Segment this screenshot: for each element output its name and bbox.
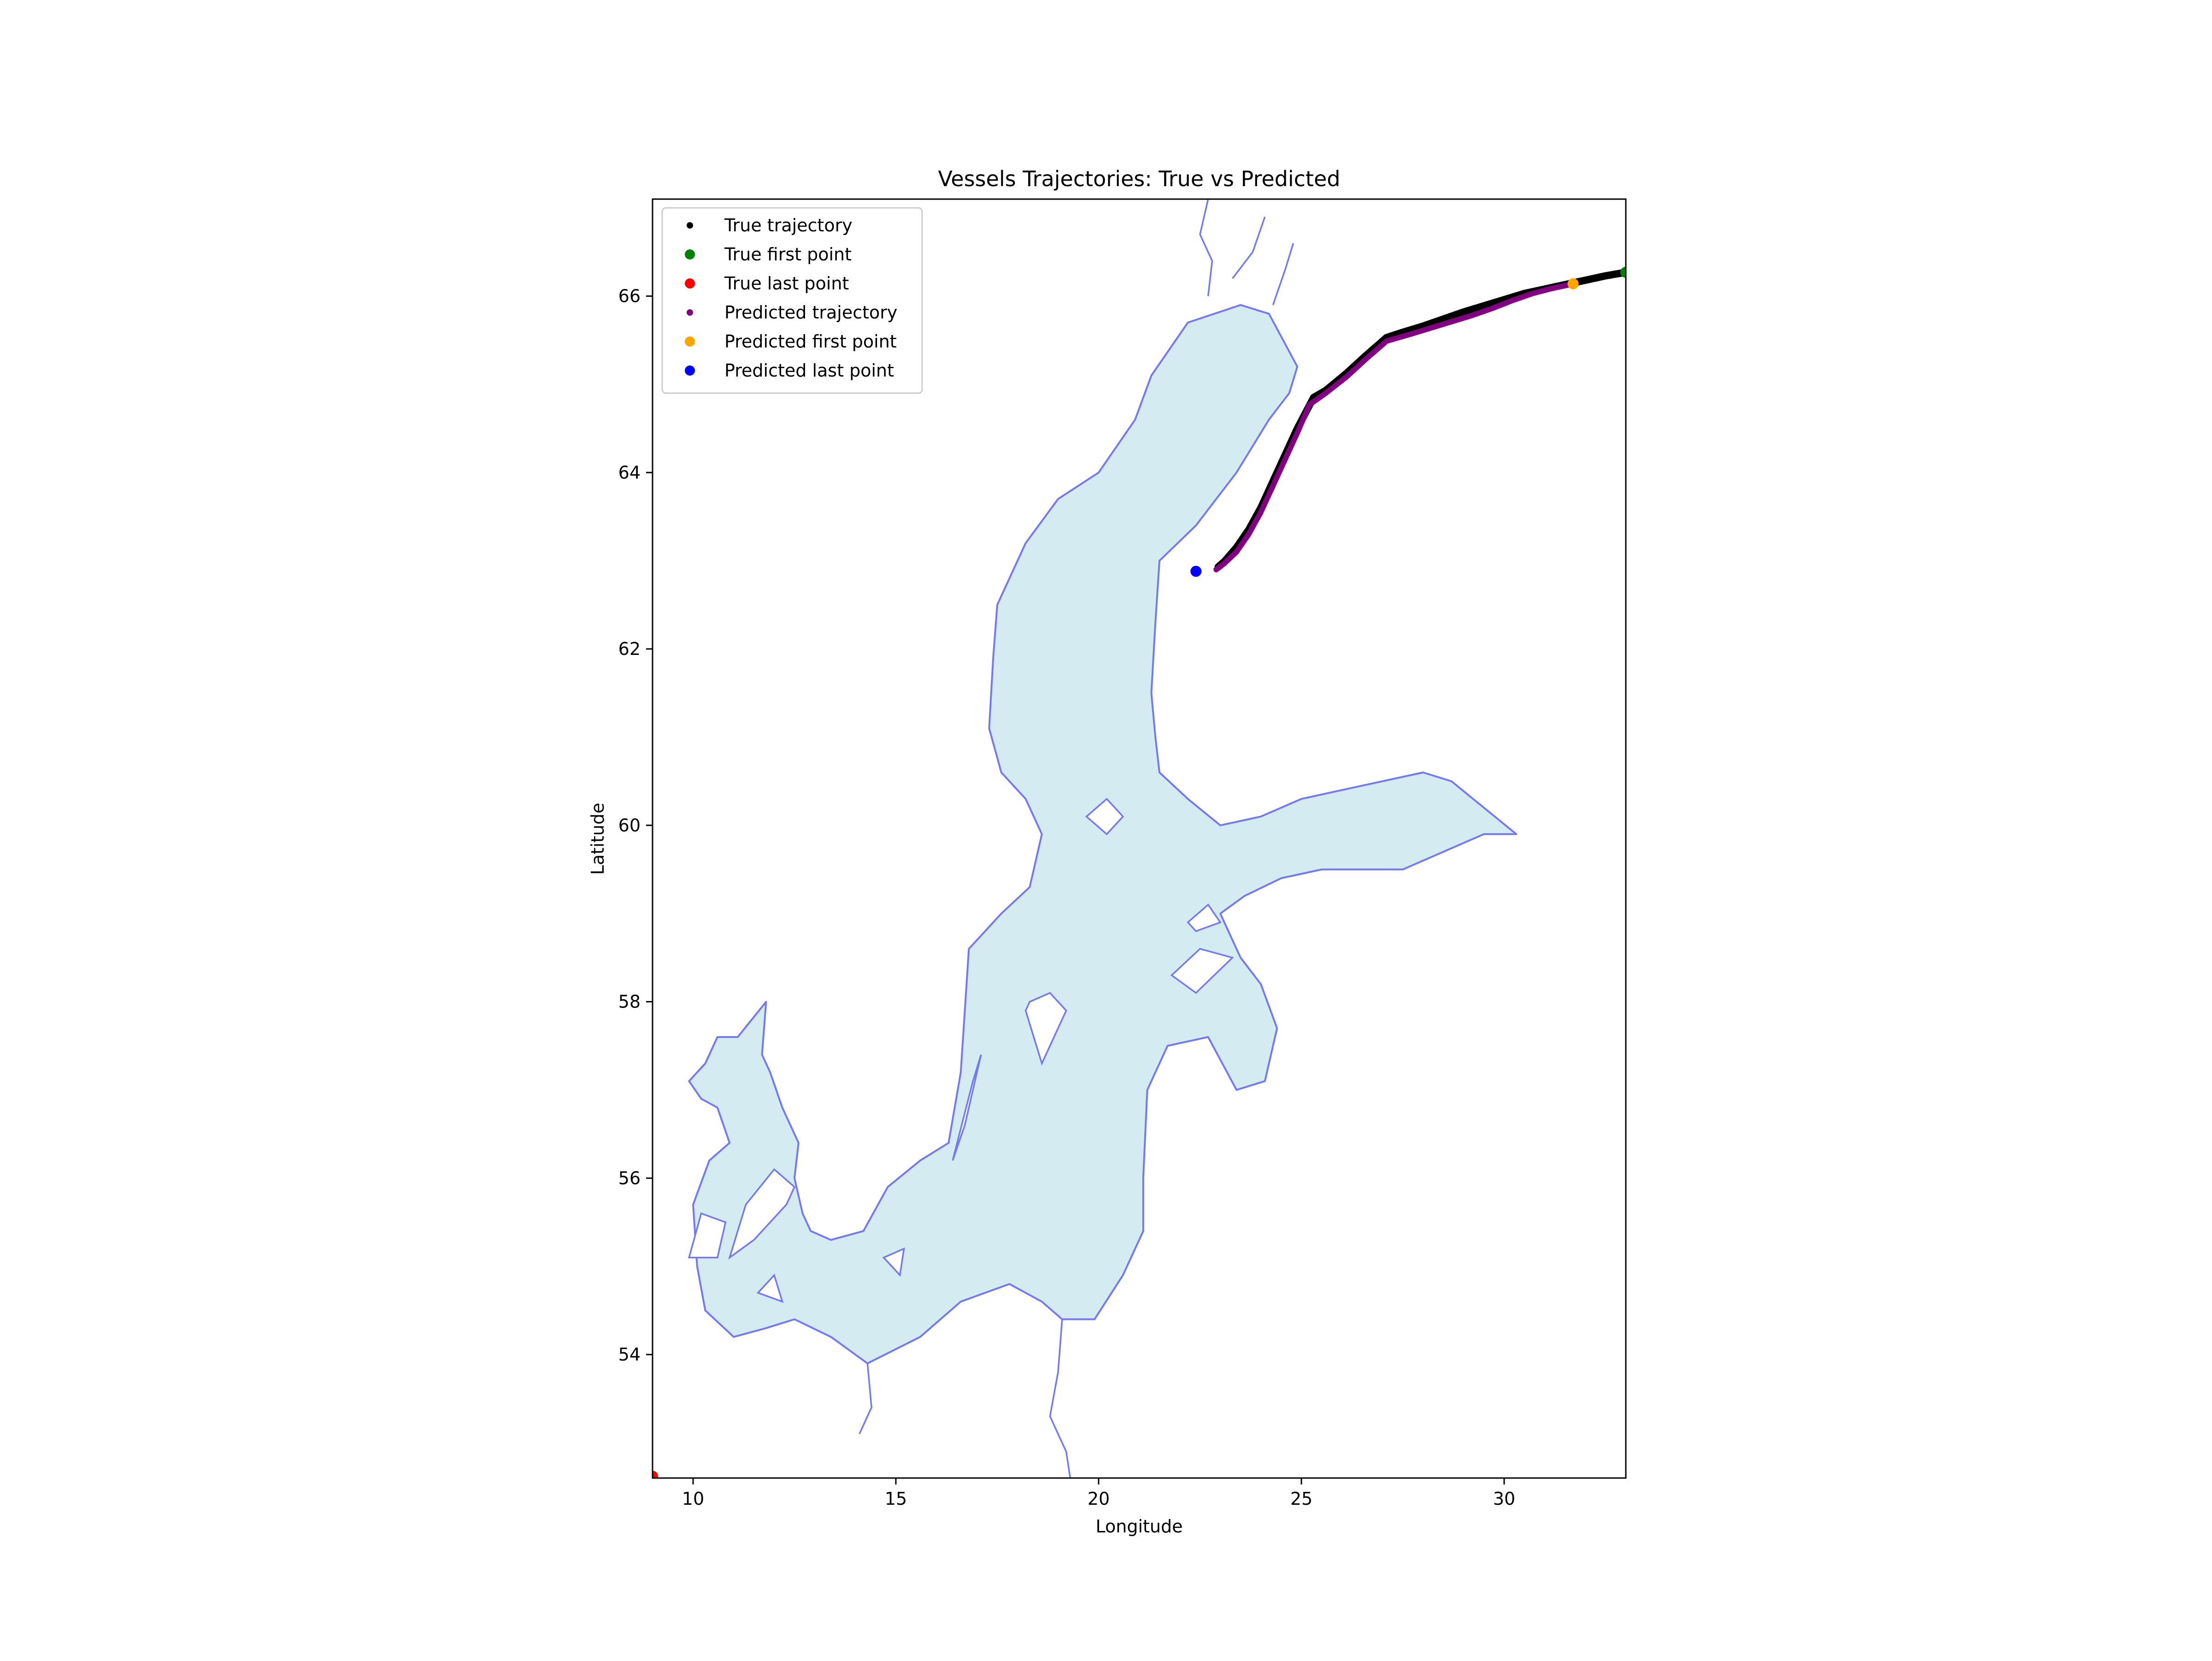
river <box>1232 216 1266 279</box>
island <box>1085 797 1124 836</box>
legend-label: Predicted trajectory <box>724 302 897 323</box>
y-axis-label: Latitude <box>588 803 608 875</box>
point-marker <box>1620 266 1626 278</box>
data-marks <box>653 266 1626 1478</box>
x-tick-label: 10 <box>682 1489 704 1509</box>
island <box>728 1168 796 1260</box>
x-axis: 10 15 20 25 30 <box>682 1478 1515 1509</box>
river <box>859 1363 872 1435</box>
river <box>1049 1319 1071 1478</box>
legend-label: True trajectory <box>724 215 853 236</box>
y-tick-label: 64 <box>618 462 641 483</box>
x-tick-label: 30 <box>1493 1489 1515 1509</box>
point-marker <box>1567 278 1579 289</box>
y-tick-label: 54 <box>618 1344 641 1365</box>
legend-marker <box>685 365 695 376</box>
legend-marker <box>687 222 693 229</box>
y-tick-label: 56 <box>618 1168 641 1188</box>
island <box>1024 992 1067 1066</box>
plot-frame <box>652 198 1627 1479</box>
island <box>882 1247 905 1277</box>
y-tick-label: 66 <box>618 286 641 306</box>
legend-label: True last point <box>724 273 849 294</box>
x-tick-label: 25 <box>1290 1489 1312 1509</box>
trajectory-point <box>1213 566 1219 572</box>
sea-area <box>688 304 1518 1365</box>
x-tick-label: 15 <box>885 1489 907 1509</box>
legend-marker <box>687 309 693 316</box>
y-tick-label: 58 <box>618 992 641 1012</box>
point-marker <box>1190 565 1202 577</box>
chart-title: Vessels Trajectories: True vs Predicted <box>938 166 1341 191</box>
river <box>1199 199 1213 296</box>
legend-box <box>661 207 923 394</box>
island <box>952 1054 982 1161</box>
y-tick-label: 60 <box>618 815 641 836</box>
series-true-first-point <box>1620 266 1626 278</box>
legend-marker <box>685 336 695 347</box>
island <box>756 1273 784 1303</box>
legend-label: Predicted last point <box>724 360 894 381</box>
legend-marker <box>685 278 695 289</box>
basemap <box>688 199 1518 1478</box>
x-axis-label: Longitude <box>1096 1516 1183 1537</box>
island <box>1187 903 1222 932</box>
series-predicted-trajectory <box>1213 281 1576 572</box>
legend-label: True first point <box>724 244 852 265</box>
point-marker <box>653 1471 658 1478</box>
island <box>688 1212 727 1259</box>
river <box>1272 243 1294 306</box>
series-predicted-first-point <box>1567 278 1579 289</box>
x-tick-label: 20 <box>1088 1489 1110 1509</box>
y-tick-label: 62 <box>618 639 641 659</box>
series-predicted-last-point <box>1190 565 1202 577</box>
series-true-last-point <box>653 1471 658 1478</box>
legend-marker <box>685 249 695 259</box>
legend: True trajectory True first point True last… <box>661 207 923 394</box>
y-axis: 54 56 58 60 62 64 66 <box>618 286 653 1365</box>
island <box>1170 948 1234 994</box>
legend-label: Predicted first point <box>724 331 897 352</box>
